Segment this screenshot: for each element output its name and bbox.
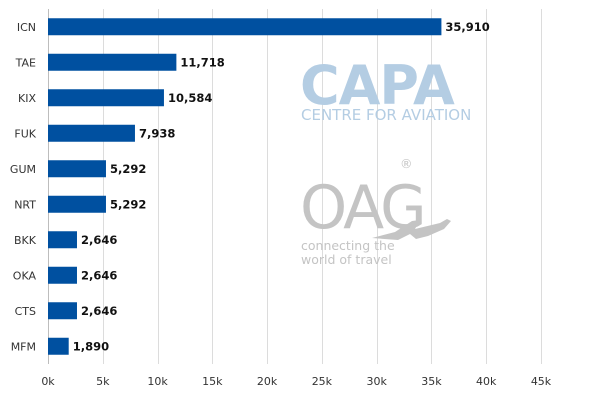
data-label: 2,646 <box>81 268 117 282</box>
x-tick-label: 25k <box>312 375 333 388</box>
category-label: GUM <box>10 163 36 176</box>
category-label: TAE <box>15 56 36 69</box>
data-label: 2,646 <box>81 233 117 247</box>
x-axis-tick-labels: 0k 5k 10k 15k 20k 25k 30k 35k 40k 45k <box>41 375 551 388</box>
category-label: FUK <box>14 127 36 140</box>
x-tick-label: 10k <box>147 375 168 388</box>
bar <box>48 231 77 249</box>
x-tick-label: 15k <box>202 375 223 388</box>
x-tick-label: 30k <box>366 375 387 388</box>
data-label: 1,890 <box>73 339 109 353</box>
data-label: 11,718 <box>180 55 224 69</box>
category-labels: ICN TAE KIX FUK GUM NRT BKK OKA CTS MFM <box>10 21 37 354</box>
oag-tagline-2: world of travel <box>301 252 392 267</box>
category-label: NRT <box>14 198 36 211</box>
data-label: 5,292 <box>110 162 146 176</box>
x-tick-label: 45k <box>531 375 552 388</box>
airplane-icon <box>372 219 451 240</box>
data-label: 7,938 <box>139 126 175 140</box>
category-label: KIX <box>18 92 36 105</box>
bars <box>48 18 442 355</box>
bar <box>48 124 135 142</box>
bar <box>48 337 69 355</box>
bar <box>48 89 164 107</box>
bar <box>48 302 77 320</box>
bar <box>48 266 77 284</box>
bar <box>48 18 442 36</box>
bar <box>48 160 106 178</box>
capa-logo-text: CAPA <box>300 54 455 117</box>
data-label: 2,646 <box>81 304 117 318</box>
category-label: OKA <box>13 269 37 282</box>
x-tick-label: 0k <box>41 375 55 388</box>
capa-watermark: CAPA CENTRE FOR AVIATION <box>300 54 471 124</box>
oag-watermark: OAG ® connecting the world of travel <box>300 156 451 267</box>
x-tick-label: 40k <box>476 375 497 388</box>
data-label: 5,292 <box>110 197 146 211</box>
oag-registered-mark: ® <box>400 156 413 171</box>
category-label: BKK <box>14 234 37 247</box>
data-label: 10,584 <box>168 91 212 105</box>
x-tick-label: 35k <box>421 375 442 388</box>
capa-subtitle: CENTRE FOR AVIATION <box>301 106 471 124</box>
oag-tagline-1: connecting the <box>301 238 395 253</box>
data-label: 35,910 <box>445 20 489 34</box>
bar <box>48 195 106 213</box>
category-label: ICN <box>17 21 36 34</box>
x-tick-label: 5k <box>96 375 110 388</box>
category-label: MFM <box>11 340 36 353</box>
category-label: CTS <box>15 305 36 318</box>
x-tick-label: 20k <box>257 375 278 388</box>
value-labels: 35,910 11,718 10,584 7,938 5,292 5,292 2,646 2,… <box>73 20 490 354</box>
bar <box>48 53 177 71</box>
